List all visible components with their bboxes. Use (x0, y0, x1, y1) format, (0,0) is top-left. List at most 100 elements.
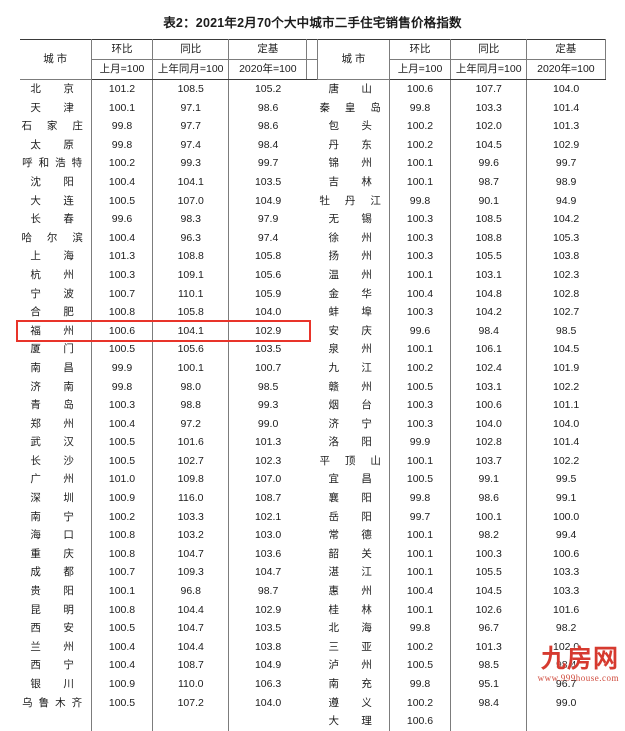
table-header-group-row: 城 市 环比 同比 定基 城 市 环比 同比 定基 (19, 39, 606, 80)
value-mom-right: 100.4 (388, 582, 452, 601)
value-mom-left: 100.4 (90, 414, 154, 434)
value-base-left: 103.5 (228, 340, 307, 359)
column-gap (307, 489, 318, 508)
value-yoy-left: 101.6 (152, 433, 230, 452)
city-label-right: 泸 州 (317, 656, 390, 675)
city-label-left: 海 口 (19, 526, 92, 545)
value-base-right: 103.8 (526, 247, 605, 266)
value-yoy-right: 98.4 (450, 321, 528, 341)
value-base-left: 102.1 (228, 507, 307, 527)
value-yoy-right: 99.6 (450, 154, 528, 173)
value-yoy-left: 107.2 (152, 693, 230, 713)
value-yoy-right (450, 712, 528, 731)
value-mom-right: 100.1 (388, 340, 452, 359)
value-mom-left: 101.2 (90, 79, 154, 99)
city-label-right: 泉 州 (317, 340, 390, 359)
city-label-left: 北 京 (19, 79, 92, 99)
value-yoy-right: 104.0 (450, 414, 528, 434)
table-row: 银 川 100.9 110.0 106.3 南 充 99.8 95.1 96.7 (19, 675, 605, 694)
city-label-right: 桂 林 (317, 600, 390, 620)
value-yoy-right: 103.1 (450, 377, 528, 397)
value-base-right: 101.1 (526, 396, 605, 415)
value-base-left: 103.0 (228, 526, 307, 545)
value-mom-left: 100.7 (90, 563, 154, 583)
city-label-right: 丹 东 (317, 135, 390, 155)
value-base-left: 103.5 (228, 172, 307, 192)
city-label-left: 杭 州 (19, 265, 92, 285)
value-yoy-left: 103.3 (152, 507, 230, 527)
value-yoy-left: 110.0 (152, 675, 230, 694)
city-label-right: 济 宁 (317, 414, 390, 434)
city-label-left: 大 连 (19, 191, 92, 211)
value-yoy-left: 104.1 (152, 172, 230, 192)
value-yoy-right: 105.5 (450, 563, 528, 583)
watermark-url: www.999house.com (537, 673, 619, 683)
city-label-right: 烟 台 (317, 396, 390, 415)
city-label-left: 石 家 庄 (19, 117, 92, 136)
value-base-right: 100.6 (526, 544, 605, 564)
table-row: 南 宁 100.2 103.3 102.1 岳 阳 99.7 100.1 100.0 (19, 507, 605, 527)
value-base-right: 101.4 (526, 98, 605, 118)
value-base-right: 98.4 (526, 656, 605, 675)
value-base-right: 102.3 (526, 265, 605, 285)
city-label-right: 唐 山 (317, 79, 390, 99)
column-gap (307, 415, 318, 434)
city-label-left: 银 川 (19, 675, 92, 694)
value-mom-right: 99.8 (388, 98, 452, 118)
value-mom-left: 100.8 (90, 544, 154, 564)
column-gap (307, 656, 318, 675)
value-base-left: 104.0 (228, 303, 307, 322)
column-gap (307, 582, 318, 601)
column-gap (307, 322, 318, 341)
city-label-left: 哈 尔 滨 (19, 228, 92, 248)
document-page: 表2：2021年2月70个大中城市二手住宅销售价格指数 城 市 环比 同比 定基… (15, 16, 619, 731)
city-label-left: 成 都 (19, 563, 92, 583)
column-gap (307, 545, 318, 564)
value-mom-left: 100.5 (90, 340, 154, 359)
value-base-right: 105.3 (526, 228, 605, 248)
value-base-right (526, 712, 605, 731)
value-yoy-left: 96.8 (152, 582, 230, 601)
value-yoy-left: 97.4 (152, 135, 230, 155)
city-label-left (19, 712, 92, 731)
city-label-right: 宜 昌 (317, 470, 390, 490)
value-mom-left (90, 712, 154, 731)
value-mom-right: 100.4 (388, 284, 452, 304)
value-base-right: 99.0 (526, 693, 605, 713)
city-label-left: 贵 阳 (19, 582, 92, 601)
value-base-right: 101.6 (526, 600, 605, 620)
column-gap (307, 136, 318, 155)
table-row-highlighted: 福 州 100.6 104.1 102.9 安 庆 99.6 98.4 98.5 (19, 321, 605, 341)
city-label-right: 安 庆 (317, 321, 390, 341)
value-yoy-left: 109.1 (152, 265, 230, 285)
value-base-right: 103.3 (526, 582, 605, 601)
value-yoy-left: 97.2 (152, 414, 230, 434)
value-mom-right: 100.1 (388, 265, 452, 285)
value-yoy-left: 96.3 (152, 228, 230, 248)
table-row: 昆 明 100.8 104.4 102.9 桂 林 100.1 102.6 101.6 (19, 600, 605, 620)
value-base-right: 99.1 (526, 489, 605, 508)
table-row: 长 沙 100.5 102.7 102.3 平 顶 山 100.1 103.7 102.2 (19, 451, 605, 471)
header-group-mom-left: 环比 (90, 39, 154, 60)
value-mom-right: 99.8 (388, 191, 452, 211)
value-base-right: 99.4 (526, 526, 605, 545)
column-gap (307, 154, 318, 173)
value-mom-right: 100.1 (388, 154, 452, 173)
header-sub-yoy-left: 上年同月=100 (152, 59, 230, 80)
city-label-left: 兰 州 (19, 637, 92, 657)
city-label-left: 厦 门 (19, 340, 92, 359)
value-mom-left: 100.3 (90, 265, 154, 285)
value-base-right: 98.2 (526, 619, 605, 638)
value-mom-right: 100.2 (388, 358, 452, 378)
value-base-right: 104.5 (526, 340, 605, 359)
city-label-right: 洛 阳 (317, 433, 390, 452)
city-label-right: 惠 州 (317, 582, 390, 601)
city-label-left: 合 肥 (19, 303, 92, 322)
value-yoy-right: 100.6 (450, 396, 528, 415)
column-gap (307, 192, 318, 211)
table-row: 大 理 100.6 (19, 712, 605, 731)
city-label-right: 秦 皇 岛 (317, 98, 390, 118)
value-mom-left: 100.9 (90, 675, 154, 694)
value-mom-left: 99.6 (90, 210, 154, 229)
column-gap (307, 229, 318, 248)
